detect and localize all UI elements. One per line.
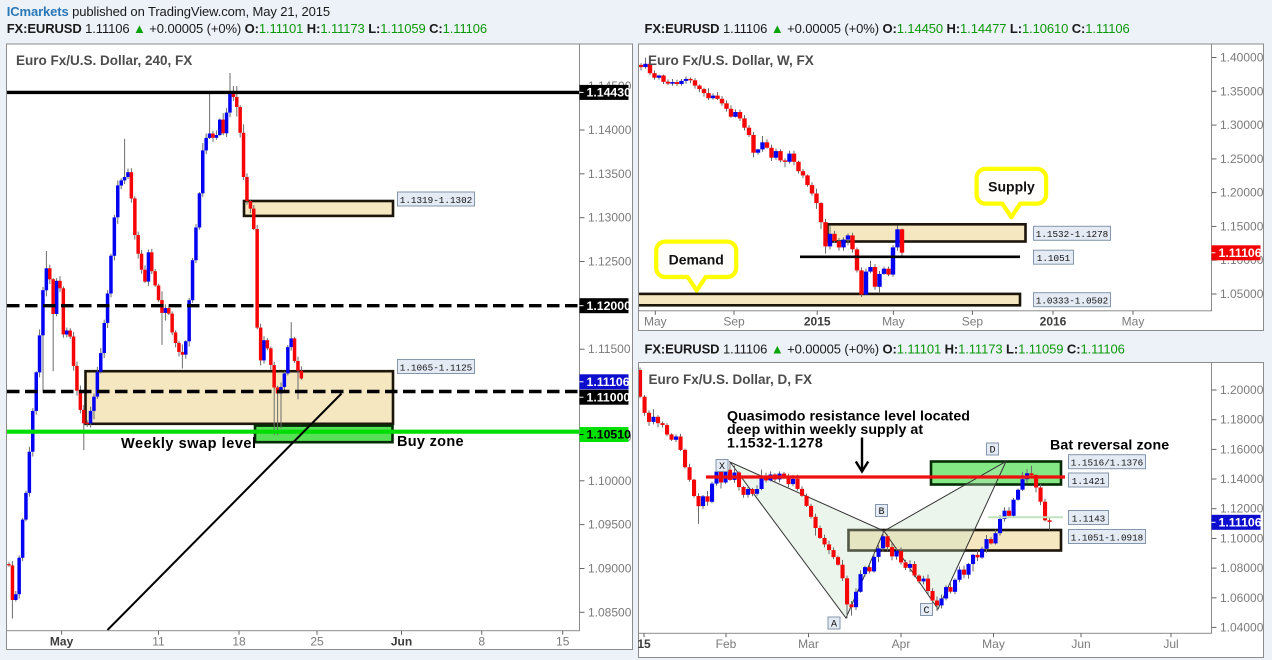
- svg-text:Euro Fx/U.S. Dollar, W, FX: Euro Fx/U.S. Dollar, W, FX: [648, 53, 814, 68]
- svg-text:15: 15: [556, 635, 570, 649]
- svg-text:1.12000: 1.12000: [1220, 502, 1264, 516]
- svg-text:1.1421: 1.1421: [1072, 476, 1106, 487]
- svg-text:Demand: Demand: [669, 252, 724, 268]
- svg-text:Feb: Feb: [716, 637, 737, 651]
- svg-text:1.11106: 1.11106: [1219, 516, 1262, 530]
- svg-text:Sep: Sep: [962, 315, 984, 329]
- svg-text:1.11000: 1.11000: [587, 390, 631, 404]
- svg-text:1.1051-1.0918: 1.1051-1.0918: [1071, 532, 1144, 543]
- svg-text:1.40000: 1.40000: [1220, 51, 1264, 65]
- svg-text:May: May: [882, 315, 905, 329]
- svg-text:1.25000: 1.25000: [1220, 152, 1264, 166]
- svg-text:2015: 2015: [804, 315, 831, 329]
- svg-text:1.14000: 1.14000: [588, 123, 632, 137]
- svg-text:1.1051: 1.1051: [1037, 253, 1071, 264]
- svg-text:1.10510: 1.10510: [587, 428, 632, 442]
- svg-text:1.1319-1.1302: 1.1319-1.1302: [400, 195, 473, 206]
- svg-text:FX:EURUSD 1.11106 ▲ +0.00005: FX:EURUSD 1.11106 ▲ +0.00005 (+0%) O:1.1…: [645, 21, 1130, 36]
- svg-text:Euro Fx/U.S. Dollar, D, FX: Euro Fx/U.S. Dollar, D, FX: [649, 372, 813, 387]
- svg-text:8: 8: [478, 635, 485, 649]
- svg-text:1.12000: 1.12000: [587, 299, 632, 313]
- svg-text:1.11106: 1.11106: [587, 375, 630, 389]
- svg-text:1.1065-1.1125: 1.1065-1.1125: [400, 362, 473, 373]
- svg-text:Apr: Apr: [892, 637, 911, 651]
- svg-text:1.14430: 1.14430: [587, 86, 632, 100]
- svg-text:X: X: [719, 462, 725, 473]
- svg-text:1.10000: 1.10000: [1220, 531, 1264, 545]
- svg-text:Euro Fx/U.S. Dollar, 240, FX: Euro Fx/U.S. Dollar, 240, FX: [16, 53, 192, 68]
- svg-text:1.09000: 1.09000: [588, 562, 632, 576]
- svg-text:1.16000: 1.16000: [1220, 442, 1264, 456]
- svg-text:1.11500: 1.11500: [588, 342, 631, 356]
- svg-text:18: 18: [232, 635, 246, 649]
- svg-text:Jun: Jun: [1071, 637, 1090, 651]
- svg-text:15: 15: [637, 637, 651, 651]
- svg-text:May: May: [644, 315, 667, 329]
- svg-text:1.1532-1.1278: 1.1532-1.1278: [727, 436, 823, 452]
- svg-text:1.09500: 1.09500: [588, 518, 632, 532]
- svg-text:Bat reversal zone: Bat reversal zone: [1050, 438, 1169, 454]
- svg-text:C: C: [923, 606, 929, 617]
- svg-text:1.20000: 1.20000: [1220, 186, 1264, 200]
- svg-text:A: A: [831, 620, 837, 631]
- svg-text:1.1143: 1.1143: [1072, 513, 1105, 524]
- svg-text:1.30000: 1.30000: [1220, 118, 1264, 132]
- svg-text:2016: 2016: [1040, 315, 1067, 329]
- svg-text:Quasimodo resistance level loc: Quasimodo resistance level located: [727, 409, 970, 425]
- svg-text:1.1516/1.1376: 1.1516/1.1376: [1071, 458, 1144, 469]
- svg-text:1.05000: 1.05000: [1220, 287, 1264, 301]
- svg-text:Jul: Jul: [1163, 637, 1178, 651]
- svg-text:May: May: [982, 637, 1005, 651]
- svg-text:11: 11: [152, 635, 165, 649]
- svg-text:deep within weekly supply at: deep within weekly supply at: [727, 422, 923, 438]
- svg-text:1.11106: 1.11106: [1219, 246, 1262, 260]
- svg-text:1.20000: 1.20000: [1220, 383, 1264, 397]
- svg-text:1.18000: 1.18000: [1220, 413, 1264, 427]
- svg-text:1.14000: 1.14000: [1220, 472, 1264, 486]
- svg-text:B: B: [878, 507, 884, 518]
- svg-text:Mar: Mar: [798, 637, 819, 651]
- svg-text:Jun: Jun: [391, 635, 412, 649]
- svg-text:Weekly swap level: Weekly swap level: [121, 436, 257, 452]
- svg-text:1.0333-1.0502: 1.0333-1.0502: [1036, 296, 1109, 307]
- svg-text:May: May: [50, 635, 74, 649]
- svg-text:May: May: [1122, 315, 1145, 329]
- svg-text:1.06000: 1.06000: [1220, 591, 1264, 605]
- svg-text:1.08500: 1.08500: [588, 605, 632, 619]
- svg-text:1.12500: 1.12500: [588, 255, 632, 269]
- svg-text:1.04000: 1.04000: [1220, 620, 1264, 634]
- svg-text:FX:EURUSD 1.11106 ▲ +0.00005: FX:EURUSD 1.11106 ▲ +0.00005 (+0%) O:1.1…: [645, 342, 1125, 357]
- svg-text:25: 25: [310, 635, 324, 649]
- svg-text:1.35000: 1.35000: [1220, 84, 1264, 98]
- svg-text:1.13500: 1.13500: [588, 167, 632, 181]
- svg-text:Buy zone: Buy zone: [397, 434, 464, 450]
- svg-text:D: D: [989, 446, 995, 457]
- svg-text:1.10000: 1.10000: [588, 474, 632, 488]
- svg-text:1.1532-1.1278: 1.1532-1.1278: [1036, 229, 1109, 240]
- svg-text:Supply: Supply: [988, 179, 1035, 195]
- svg-text:FX:EURUSD 1.11106 ▲ +0.00005: FX:EURUSD 1.11106 ▲ +0.00005 (+0%) O:1.1…: [7, 21, 487, 36]
- svg-text:1.15000: 1.15000: [1220, 219, 1264, 233]
- svg-text:1.08000: 1.08000: [1220, 561, 1264, 575]
- svg-text:1.13000: 1.13000: [588, 211, 632, 225]
- svg-text:ICmarkets published on Trading: ICmarkets published on TradingView.com, …: [7, 4, 330, 19]
- svg-text:Sep: Sep: [723, 315, 745, 329]
